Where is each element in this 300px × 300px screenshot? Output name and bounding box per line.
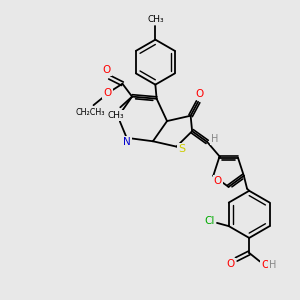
Text: O: O [195,89,203,99]
Text: O: O [102,65,110,75]
Text: N: N [110,112,118,122]
Text: O: O [261,260,269,270]
Text: N: N [123,137,130,147]
Text: CH₃: CH₃ [147,15,164,24]
Text: O: O [214,176,222,186]
Text: O: O [103,88,112,98]
Text: H: H [269,260,277,270]
Text: O: O [227,259,235,269]
Text: S: S [178,144,185,154]
Text: Cl: Cl [204,216,215,226]
Text: H: H [211,134,218,144]
Text: CH₂CH₃: CH₂CH₃ [76,108,105,117]
Text: CH₃: CH₃ [108,111,124,120]
